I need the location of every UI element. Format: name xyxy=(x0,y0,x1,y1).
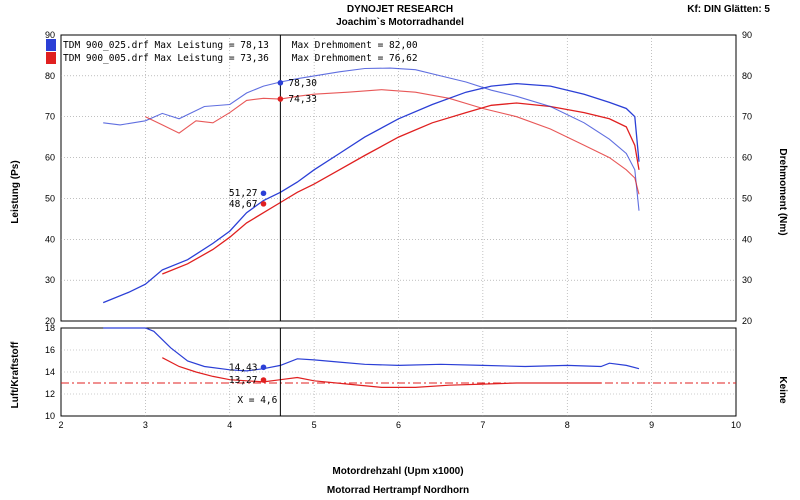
settings-label: Kf: DIN Glätten: 5 xyxy=(687,4,770,15)
y-tick-label-right: 70 xyxy=(742,112,752,122)
marker-point xyxy=(277,80,284,86)
red-torque-line xyxy=(145,89,640,195)
y-tick-label-right: 40 xyxy=(742,234,752,244)
y-tick-label-af: 16 xyxy=(45,345,55,355)
blue-power-line xyxy=(102,82,640,304)
y-tick-label-left: 70 xyxy=(45,112,55,122)
marker-label: 48,67 xyxy=(229,199,258,210)
x-tick-label: 9 xyxy=(649,420,654,430)
legend-entry-2: TDM 900_005.drf Max Leistung = 73,36 Max… xyxy=(63,53,418,64)
cursor-label: X = 4,6 xyxy=(237,395,277,406)
y-tick-label-left: 20 xyxy=(45,316,55,326)
y-tick-label-right: 60 xyxy=(742,153,752,163)
y-tick-label-left: 30 xyxy=(45,275,55,285)
right-axis-label-top: Drehmoment (Nm) xyxy=(777,148,788,235)
legend-entry-1: TDM 900_025.drf Max Leistung = 78,13 Max… xyxy=(63,40,418,51)
x-tick-label: 3 xyxy=(143,420,148,430)
x-tick-label: 7 xyxy=(480,420,485,430)
left-axis-label-bottom: Luft/Kraftstoff xyxy=(10,341,21,408)
legend-swatch-blue xyxy=(46,39,56,51)
x-tick-label: 2 xyxy=(58,420,63,430)
marker-label: 74,33 xyxy=(288,94,317,105)
y-tick-label-af: 12 xyxy=(45,389,55,399)
axis-ticks: 2 3 4 5 6 7 8 9 10 20 30 40 50 60 70 80 90 20 30 40 50 60 70 80… xyxy=(45,30,752,430)
legend-swatch-red xyxy=(46,52,56,64)
x-tick-label: 6 xyxy=(396,420,401,430)
chart-title: DYNOJET RESEARCH xyxy=(347,4,453,15)
marker-label: 14,43 xyxy=(229,362,258,373)
left-axis-label-top: Leistung (Ps) xyxy=(10,160,21,223)
red-afr-line xyxy=(162,357,601,388)
marker-point xyxy=(260,364,267,371)
marker-point xyxy=(260,190,267,197)
y-tick-label-af: 18 xyxy=(45,323,55,333)
y-tick-label-af: 14 xyxy=(45,367,55,377)
y-tick-label-right: 20 xyxy=(742,316,752,326)
shop-name: Motorrad Hertrampf Nordhorn xyxy=(327,485,469,496)
y-tick-label-right: 50 xyxy=(742,193,752,203)
bottom-plot-frame xyxy=(60,327,737,417)
marker-point xyxy=(260,377,267,383)
y-tick-label-left: 80 xyxy=(45,71,55,81)
marker-label: 51,27 xyxy=(229,188,258,199)
marker-label: 78,30 xyxy=(288,78,317,89)
y-tick-label-af: 10 xyxy=(45,411,55,421)
y-tick-label-right: 80 xyxy=(742,71,752,81)
right-axis-label-bottom: Keine xyxy=(777,376,788,404)
marker-label: 13,27 xyxy=(229,375,258,386)
blue-torque-line xyxy=(103,67,640,211)
x-axis-label: Motordrehzahl (Upm x1000) xyxy=(332,466,463,477)
x-tick-label: 8 xyxy=(565,420,570,430)
y-tick-label-right: 30 xyxy=(742,275,752,285)
y-tick-label-left: 40 xyxy=(45,234,55,244)
x-tick-label: 10 xyxy=(731,420,741,430)
y-tick-label-right: 90 xyxy=(742,30,752,40)
y-tick-label-left: 60 xyxy=(45,153,55,163)
y-tick-label-left: 50 xyxy=(45,193,55,203)
y-tick-label-left: 90 xyxy=(45,30,55,40)
chart-subtitle: Joachim`s Motorradhandel xyxy=(336,17,464,28)
marker-point xyxy=(260,201,267,207)
top-plot-frame xyxy=(60,34,737,322)
red-power-line xyxy=(162,102,640,275)
bottom-series xyxy=(61,327,736,416)
marker-point xyxy=(277,96,284,102)
blue-afr-line xyxy=(103,327,640,372)
x-tick-label: 5 xyxy=(312,420,317,430)
x-tick-label: 4 xyxy=(227,420,232,430)
